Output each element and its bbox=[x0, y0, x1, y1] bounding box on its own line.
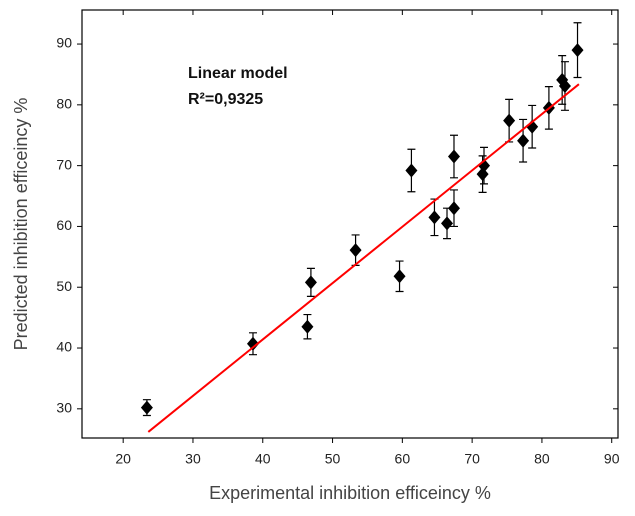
x-tick-label: 40 bbox=[255, 451, 271, 467]
data-point bbox=[393, 269, 406, 284]
data-point bbox=[441, 216, 454, 231]
y-tick-label: 40 bbox=[56, 339, 72, 355]
data-point bbox=[428, 210, 441, 225]
annotation: Linear model bbox=[188, 65, 288, 82]
y-tick-label: 60 bbox=[56, 217, 72, 233]
x-axis-label: Experimental inhibition efficeincy % bbox=[209, 483, 491, 503]
x-tick-label: 80 bbox=[534, 451, 550, 467]
data-point bbox=[301, 319, 314, 334]
data-point bbox=[571, 43, 584, 58]
x-tick-label: 60 bbox=[395, 451, 411, 467]
data-point bbox=[503, 113, 516, 128]
annotation: R²=0,9325 bbox=[188, 91, 263, 108]
y-tick-label: 70 bbox=[56, 156, 72, 172]
data-point bbox=[140, 400, 153, 415]
data-point bbox=[349, 243, 362, 258]
fit-line bbox=[147, 83, 580, 433]
data-point bbox=[447, 201, 460, 216]
y-tick-label: 80 bbox=[56, 96, 72, 112]
x-tick-label: 90 bbox=[604, 451, 620, 467]
x-tick-label: 70 bbox=[464, 451, 480, 467]
y-tick-label: 30 bbox=[56, 400, 72, 416]
y-axis-label: Predicted inhibition efficeincy % bbox=[11, 98, 31, 351]
x-tick-label: 20 bbox=[115, 451, 131, 467]
x-tick-label: 30 bbox=[185, 451, 201, 467]
data-point bbox=[405, 163, 418, 178]
y-tick-label: 50 bbox=[56, 278, 72, 294]
data-point bbox=[558, 78, 571, 93]
data-point bbox=[447, 149, 460, 164]
y-tick-label: 90 bbox=[56, 35, 72, 51]
data-point bbox=[246, 336, 259, 351]
data-point bbox=[517, 133, 530, 148]
data-point bbox=[304, 275, 317, 290]
x-tick-label: 50 bbox=[325, 451, 341, 467]
plot-frame bbox=[81, 9, 619, 439]
